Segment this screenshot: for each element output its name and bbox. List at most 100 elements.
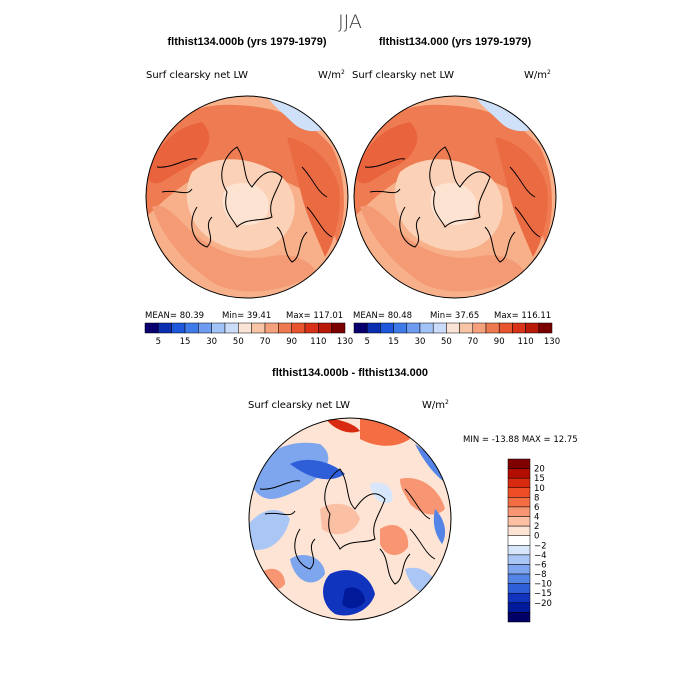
colorbar-tick-label: 50	[441, 337, 452, 347]
panel-1-mean: MEAN= 80.39	[145, 311, 204, 321]
colorbar-swatch	[144, 322, 159, 334]
colorbar-swatch	[507, 545, 531, 556]
panel-1-max: Max= 117.01	[286, 311, 343, 321]
colorbar-swatch	[485, 322, 500, 334]
colorbar-swatch	[507, 468, 531, 479]
colorbar-swatch	[507, 564, 531, 575]
panel-2-map-border	[353, 95, 557, 299]
colorbar-tick-label: −20	[534, 599, 552, 609]
colorbar-swatch	[498, 322, 513, 334]
colorbar-swatch	[224, 322, 239, 334]
colorbar-swatch	[507, 612, 531, 623]
colorbar-swatch	[318, 322, 332, 334]
colorbar-tick-label: 2	[534, 522, 539, 532]
panel-3-minmax: MIN = -13.88 MAX = 12.75	[463, 435, 578, 445]
colorbar-tick-label: 90	[286, 337, 297, 347]
colorbar-swatch	[507, 477, 531, 489]
panel-2-colorbar: 5 15 30 50 70 90 110 130	[353, 322, 560, 347]
panel-2-max: Max= 116.11	[494, 311, 551, 321]
panel-3-map-border	[248, 417, 452, 621]
colorbar-swatch	[251, 322, 266, 334]
colorbar-swatch	[507, 554, 531, 565]
colorbar-tick-label: 15	[180, 337, 191, 347]
colorbar-swatch	[538, 322, 553, 334]
colorbar-tick-label: −15	[534, 589, 552, 599]
colorbar-tick-label: −10	[534, 580, 552, 590]
panel-2-variable-label: Surf clearsky net LW	[352, 70, 454, 81]
colorbar-tick-label: 50	[233, 337, 244, 347]
colorbar-swatch	[304, 322, 319, 334]
colorbar-tick-label: 8	[534, 493, 539, 503]
panel-1-map	[146, 96, 348, 298]
colorbar-swatch	[158, 322, 172, 334]
colorbar-swatch	[507, 487, 531, 498]
colorbar-swatch	[238, 322, 252, 334]
colorbar-swatch	[459, 322, 474, 334]
colorbar-swatch	[393, 322, 408, 334]
colorbar-swatch	[432, 322, 447, 334]
colorbar-swatch	[507, 535, 531, 546]
season-title: JJA	[338, 11, 362, 33]
colorbar-swatch	[507, 497, 531, 508]
colorbar-tick-label: 110	[310, 337, 326, 347]
colorbar-tick-label: 130	[544, 337, 560, 347]
panel-2-mean: MEAN= 80.48	[353, 311, 412, 321]
colorbar-swatch	[525, 322, 540, 334]
colorbar-tick-label: 30	[415, 337, 426, 347]
colorbar-tick-label: 130	[337, 337, 353, 347]
colorbar-tick-label: −8	[534, 570, 547, 580]
colorbar-swatch	[184, 322, 199, 334]
colorbar-tick-label: 90	[494, 337, 505, 347]
colorbar-swatch	[507, 525, 531, 536]
colorbar-tick-label: 15	[534, 474, 545, 484]
panel-3-units: W/m2	[422, 399, 449, 411]
panel-3-variable-label: Surf clearsky net LW	[248, 400, 350, 411]
colorbar-swatch	[507, 458, 531, 469]
colorbar-swatch	[507, 573, 531, 584]
colorbar-swatch	[264, 322, 279, 334]
panel-1-units: W/m2	[318, 69, 345, 81]
colorbar-swatch	[419, 322, 434, 334]
panel-1-title: flthist134.000b (yrs 1979-1979)	[168, 36, 327, 48]
colorbar-swatch	[406, 322, 421, 334]
colorbar-swatch	[211, 322, 226, 334]
colorbar-swatch	[366, 322, 381, 334]
colorbar-swatch	[278, 322, 292, 334]
colorbar-swatch	[446, 322, 460, 334]
colorbar-swatch	[291, 322, 306, 334]
colorbar-tick-label: 30	[206, 337, 217, 347]
colorbar-swatch	[331, 322, 346, 334]
colorbar-tick-label: 0	[534, 532, 539, 542]
colorbar-tick-label: 70	[260, 337, 271, 347]
colorbar-swatch	[507, 592, 531, 604]
colorbar-swatch	[507, 583, 531, 594]
colorbar-swatch	[198, 322, 212, 334]
colorbar-swatch	[507, 602, 531, 613]
panel-2-min: Min= 37.65	[430, 311, 479, 321]
colorbar-tick-label: 70	[467, 337, 478, 347]
colorbar-swatch	[380, 322, 394, 334]
panel-1-min: Min= 39.41	[222, 311, 271, 321]
colorbar-tick-label: −6	[534, 560, 547, 570]
colorbar-swatch	[507, 516, 531, 527]
panel-1-colorbar: 5 15 30 50 70 90 110 130	[144, 322, 353, 347]
colorbar-tick-label: 110	[517, 337, 533, 347]
colorbar-tick-label: −2	[534, 541, 547, 551]
colorbar-tick-label: 5	[156, 337, 161, 347]
colorbar-tick-label: 20	[534, 465, 545, 475]
colorbar-swatch	[472, 322, 487, 334]
panel-1-variable-label: Surf clearsky net LW	[146, 70, 248, 81]
colorbar-swatch	[171, 322, 186, 334]
colorbar-swatch	[507, 506, 531, 517]
panel-2-map	[354, 96, 556, 298]
panel-3-title: flthist134.000b - flthist134.000	[272, 367, 428, 379]
colorbar-tick-label: 15	[388, 337, 399, 347]
panel-2-title: flthist134.000 (yrs 1979-1979)	[379, 36, 532, 48]
colorbar-tick-label: 6	[534, 503, 539, 513]
panel-2-units: W/m2	[524, 69, 551, 81]
colorbar-swatch	[353, 322, 368, 334]
colorbar-swatch	[512, 322, 526, 334]
colorbar-tick-label: 4	[534, 513, 539, 523]
